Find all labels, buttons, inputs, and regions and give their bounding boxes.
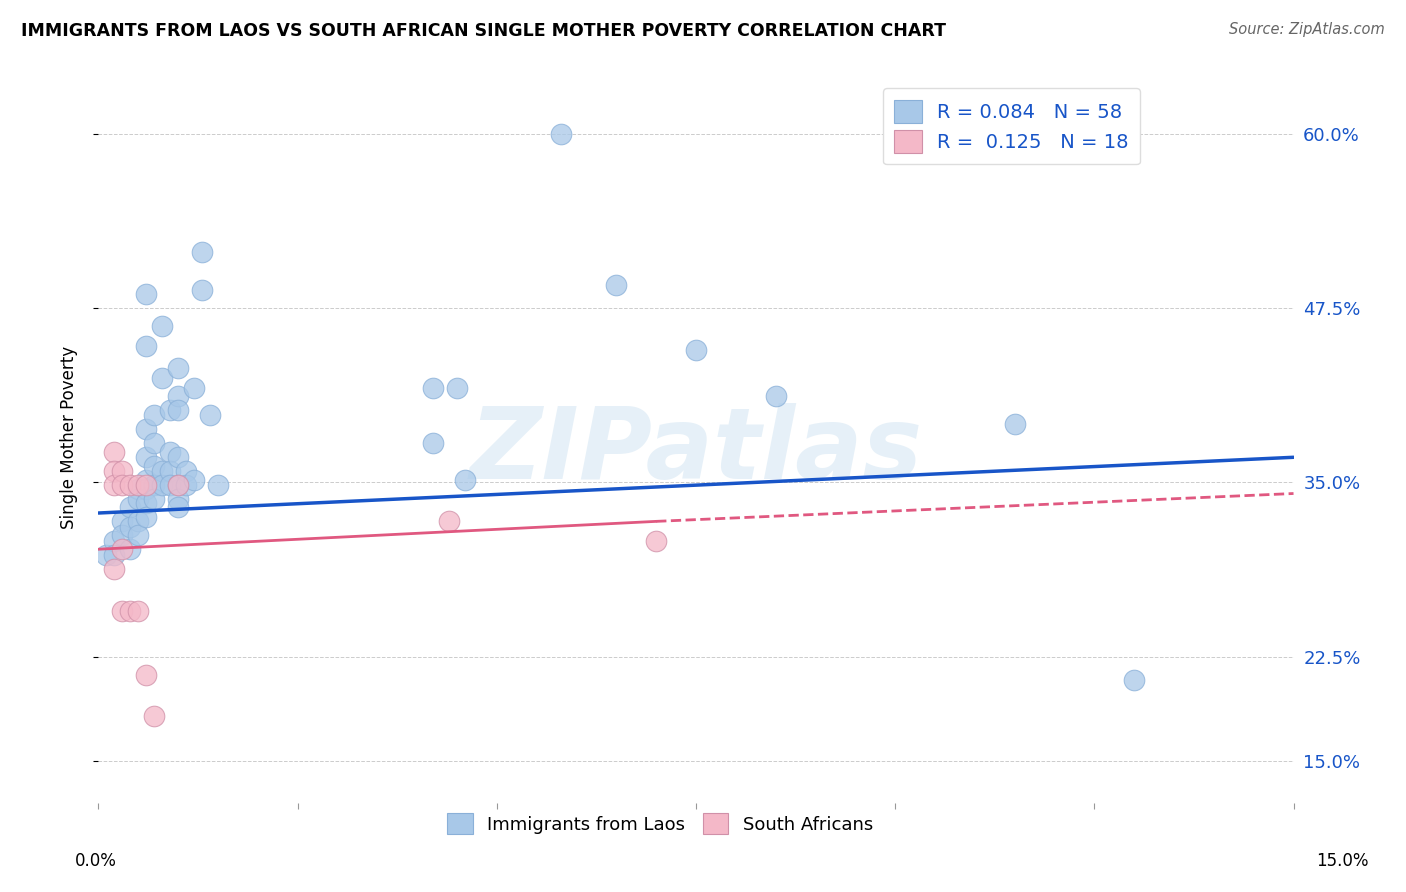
Point (150, 478, 173, 492)
Point (765, 389, 787, 403)
Point (135, 450, 157, 465)
Point (167, 478, 190, 492)
Point (550, 127, 572, 141)
Point (159, 403, 181, 417)
Point (198, 409, 221, 423)
Point (135, 422, 157, 436)
Text: ZIPatlas: ZIPatlas (470, 403, 922, 500)
Point (127, 492, 149, 507)
Point (120, 500, 142, 515)
Text: 0.0%: 0.0% (75, 852, 117, 870)
Point (150, 319, 173, 334)
Point (111, 603, 134, 617)
Point (135, 496, 157, 510)
Point (143, 709, 166, 723)
Point (605, 277, 627, 292)
Point (127, 603, 149, 617)
Point (174, 478, 197, 492)
Point (135, 510, 157, 524)
Point (135, 667, 157, 681)
Legend: Immigrants from Laos, South Africans: Immigrants from Laos, South Africans (440, 806, 880, 841)
Y-axis label: Single Mother Poverty: Single Mother Poverty (59, 345, 77, 529)
Point (159, 444, 181, 458)
Point (120, 542, 142, 557)
Point (111, 542, 134, 557)
Point (143, 409, 166, 423)
Point (1004, 417, 1026, 431)
Point (183, 473, 205, 487)
Text: Source: ZipAtlas.com: Source: ZipAtlas.com (1229, 22, 1385, 37)
Point (422, 436, 444, 450)
Point (111, 528, 134, 542)
Point (167, 450, 190, 465)
Point (127, 478, 149, 492)
Point (103, 464, 125, 478)
Point (143, 478, 166, 492)
Point (167, 361, 190, 376)
Point (159, 478, 181, 492)
Point (135, 478, 157, 492)
Point (135, 483, 157, 497)
Text: 15.0%: 15.0% (1316, 852, 1369, 870)
Point (167, 389, 190, 403)
Point (120, 520, 142, 534)
Point (103, 444, 125, 458)
Point (150, 371, 173, 385)
Point (437, 514, 460, 528)
Point (135, 287, 157, 301)
Point (191, 245, 214, 260)
Point (422, 381, 444, 395)
Point (143, 436, 166, 450)
Point (103, 478, 125, 492)
Point (183, 381, 205, 395)
Point (103, 548, 125, 562)
Point (159, 464, 181, 478)
Point (127, 528, 149, 542)
Point (103, 533, 125, 548)
Point (174, 464, 197, 478)
Point (167, 500, 190, 515)
Point (127, 514, 149, 528)
Point (167, 478, 190, 492)
Point (135, 339, 157, 353)
Point (143, 458, 166, 473)
Point (191, 283, 214, 297)
Text: IMMIGRANTS FROM LAOS VS SOUTH AFRICAN SINGLE MOTHER POVERTY CORRELATION CHART: IMMIGRANTS FROM LAOS VS SOUTH AFRICAN SI… (21, 22, 946, 40)
Point (150, 464, 173, 478)
Point (111, 464, 134, 478)
Point (96, 548, 118, 562)
Point (645, 533, 668, 548)
Point (103, 562, 125, 576)
Point (446, 381, 468, 395)
Point (207, 478, 229, 492)
Point (1123, 673, 1146, 688)
Point (135, 473, 157, 487)
Point (111, 478, 134, 492)
Point (454, 473, 477, 487)
Point (167, 492, 190, 507)
Point (120, 603, 142, 617)
Point (685, 343, 707, 357)
Point (120, 478, 142, 492)
Point (127, 483, 149, 497)
Point (167, 403, 190, 417)
Point (143, 492, 166, 507)
Point (111, 514, 134, 528)
